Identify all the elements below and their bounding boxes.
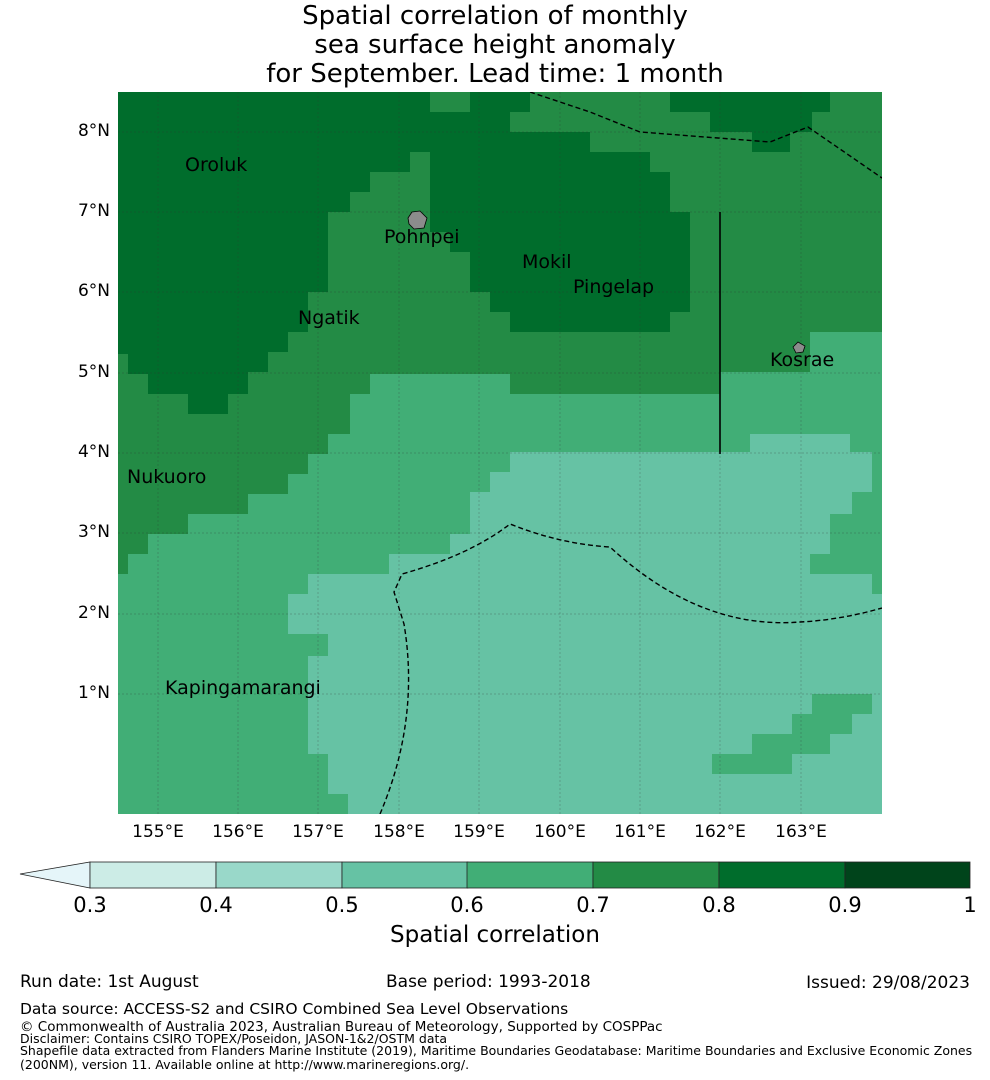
title-line-1: Spatial correlation of monthly — [302, 1, 688, 31]
lon-tick-161e: 161°E — [614, 822, 666, 842]
colorbar-title: Spatial correlation — [390, 922, 600, 948]
shapefile-credit-1: Shapefile data extracted from Flanders M… — [20, 1043, 973, 1058]
colorbar-label-0.7: 0.7 — [576, 893, 610, 917]
title-line-2: sea surface height anomaly — [314, 30, 676, 60]
colorbar-label-1: 1 — [963, 893, 977, 917]
lat-tick-8n: 8°N — [77, 121, 110, 141]
place-label-kosrae: Kosrae — [770, 349, 835, 371]
place-label-oroluk: Oroluk — [185, 154, 248, 176]
field-band-0.8-center — [430, 92, 690, 332]
colorbar-segment-7 — [844, 861, 971, 889]
place-label-mokil: Mokil — [522, 251, 572, 273]
lat-tick-4n: 4°N — [77, 442, 110, 462]
colorbar-segment-5 — [592, 861, 720, 889]
colorbar-label-0.9: 0.9 — [828, 893, 862, 917]
map-title: Spatial correlation of monthly sea surfa… — [0, 2, 990, 89]
field-band-0.6-south — [712, 694, 882, 774]
place-label-pingelap: Pingelap — [573, 276, 655, 298]
lon-tick-157e: 157°E — [292, 822, 344, 842]
lon-tick-160e: 160°E — [534, 822, 586, 842]
base-period: Base period: 1993-2018 — [386, 972, 591, 992]
lon-tick-155e: 155°E — [132, 822, 184, 842]
colorbar-segment-2 — [215, 861, 343, 889]
lat-tick-6n: 6°N — [77, 281, 110, 301]
lon-tick-162e: 162°E — [694, 822, 746, 842]
lat-tick-7n: 7°N — [77, 201, 110, 221]
issued-date: Issued: 29/08/2023 — [806, 973, 970, 993]
pohnpei-island — [407, 210, 428, 230]
colorbar — [19, 861, 971, 889]
colorbar-segment-3 — [341, 861, 469, 889]
place-label-nukuoro: Nukuoro — [127, 466, 207, 488]
lon-tick-156e: 156°E — [212, 822, 264, 842]
field-band-0.8-north — [670, 92, 830, 152]
kosrae-island — [792, 341, 806, 354]
copyright: © Commonwealth of Australia 2023, Austra… — [20, 1019, 663, 1035]
colorbar-label-0.8: 0.8 — [702, 893, 736, 917]
colorbar-segment-1 — [89, 861, 217, 889]
field-band-0.8-west — [118, 92, 430, 414]
shapefile-credit-2: (200NM), version 11. Available online at… — [20, 1057, 470, 1072]
place-label-pohnpei: Pohnpei — [384, 226, 460, 248]
run-date: Run date: 1st August — [20, 972, 199, 992]
disclaimer: Disclaimer: Contains CSIRO TOPEX/Poseido… — [20, 1031, 448, 1046]
lat-tick-2n: 2°N — [77, 603, 110, 623]
colorbar-segment-4 — [466, 861, 594, 889]
data-source: Data source: ACCESS-S2 and CSIRO Combine… — [20, 1000, 569, 1018]
colorbar-segment-6 — [718, 861, 846, 889]
place-label-kapingamarangi: Kapingamarangi — [165, 677, 321, 699]
lon-tick-163e: 163°E — [775, 822, 827, 842]
colorbar-label-0.4: 0.4 — [199, 893, 233, 917]
lat-tick-5n: 5°N — [77, 362, 110, 382]
colorbar-label-0.6: 0.6 — [450, 893, 484, 917]
field-band-0.7-patch — [410, 354, 430, 374]
lat-tick-3n: 3°N — [77, 522, 110, 542]
field-band-0.5-patch — [750, 434, 850, 454]
lat-tick-1n: 1°N — [77, 683, 110, 703]
field-band-0.6-east — [810, 452, 882, 594]
colorbar-extend-triangle — [19, 861, 91, 889]
place-label-ngatik: Ngatik — [298, 307, 360, 329]
lon-tick-158e: 158°E — [373, 822, 425, 842]
colorbar-label-0.3: 0.3 — [73, 893, 107, 917]
eez-boundaries — [379, 92, 882, 814]
title-line-3: for September. Lead time: 1 month — [266, 59, 724, 89]
graticule — [118, 92, 882, 814]
colorbar-label-0.5: 0.5 — [325, 893, 359, 917]
lon-tick-159e: 159°E — [453, 822, 505, 842]
